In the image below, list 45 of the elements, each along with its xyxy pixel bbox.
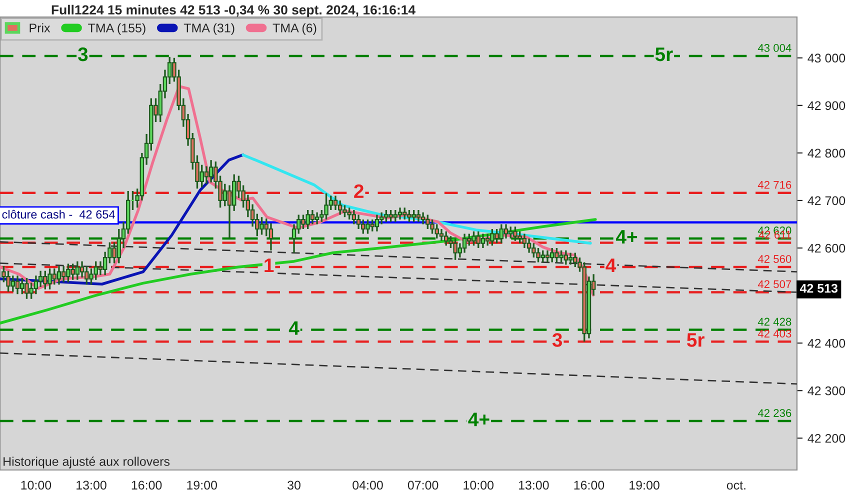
chart-title: Full1224 15 minutes 42 513 -0,34 % 30 sept. 2024, 16:16:14	[52, 4, 416, 18]
ref-line-label: 42 507	[758, 280, 792, 288]
x-tick-label: 19:00	[630, 480, 660, 490]
annotation: 42 513	[800, 284, 838, 293]
y-tick-label: 42 700	[808, 196, 846, 206]
annotation: 5r	[655, 48, 673, 62]
x-tick-label: 04:00	[352, 480, 383, 490]
annotation: 5r	[686, 333, 704, 347]
ref-line-label: 42 716	[758, 180, 792, 189]
x-tick-label: 07:00	[408, 480, 438, 490]
y-tick-label: 42 300	[808, 386, 846, 396]
y-tick-label: 42 400	[808, 338, 846, 348]
annotation: Historique ajusté aux rollovers	[4, 456, 170, 468]
ref-line-label: 42 560	[758, 255, 792, 263]
y-tick-label: 42 600	[808, 244, 846, 253]
y-tick-label: 43 000	[808, 54, 846, 63]
ref-line-label: 42 403	[758, 330, 792, 338]
y-tick-label: 42 900	[808, 101, 846, 110]
annotation: 3	[552, 333, 562, 347]
y-tick-label: 42 800	[808, 148, 846, 158]
annotation: 1	[264, 258, 274, 272]
x-tick-label: 16:00	[574, 480, 604, 490]
annotation: 4+	[616, 230, 638, 244]
x-tick-label: 13:00	[76, 480, 106, 490]
y-tick-label: 42 200	[808, 434, 846, 443]
legend-label: TMA (6)	[272, 23, 316, 35]
x-tick-label: 10:00	[464, 480, 494, 490]
annotation: 4	[606, 258, 616, 272]
legend-label: Prix	[30, 23, 50, 32]
x-tick-label: oct.	[726, 481, 746, 490]
annotation: 4+	[468, 412, 490, 426]
x-tick-label: 16:00	[132, 480, 162, 490]
ref-line-label: 42 236	[758, 409, 792, 417]
x-tick-label: 19:00	[187, 480, 218, 490]
annotation: 4	[288, 321, 300, 335]
x-tick-label: 30	[288, 480, 300, 490]
ref-line-label: clôture cash - 42 654	[2, 210, 115, 219]
ref-line-label: 42 428	[758, 318, 792, 326]
x-tick-label: 10:00	[21, 480, 52, 490]
annotation: 2	[354, 184, 364, 198]
legend-label: TMA (155)	[88, 23, 146, 35]
legend-label: TMA (31)	[184, 23, 234, 35]
ref-line-label: 43 004	[758, 44, 792, 52]
x-tick-label: 13:00	[518, 480, 549, 490]
annotation: 3	[78, 47, 88, 62]
